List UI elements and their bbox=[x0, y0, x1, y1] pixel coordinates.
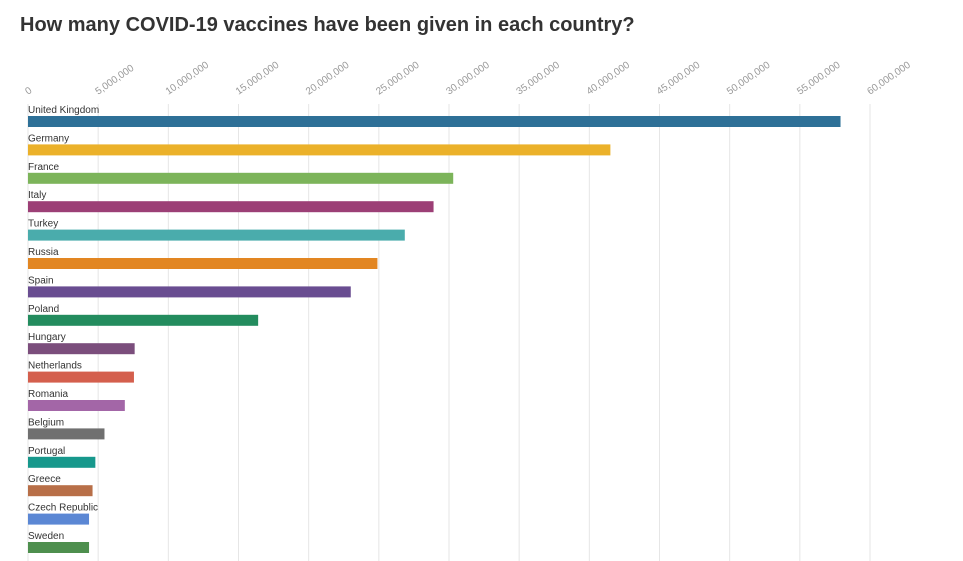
bar[interactable] bbox=[28, 371, 134, 383]
category-label: Romania bbox=[28, 389, 68, 400]
bar[interactable] bbox=[28, 485, 93, 497]
bar[interactable] bbox=[28, 116, 841, 127]
gridlines bbox=[27, 104, 871, 561]
x-tick-label: 55,000,000 bbox=[795, 59, 843, 97]
x-tick-label: 40,000,000 bbox=[585, 59, 633, 97]
category-label: Greece bbox=[28, 474, 61, 485]
x-tick-label: 35,000,000 bbox=[515, 59, 563, 97]
x-tick-label: 0 bbox=[23, 85, 34, 97]
category-labels: United Kingdom Germany France Italy Turkey Ru… bbox=[28, 105, 99, 542]
x-tick-label: 5,000,000 bbox=[94, 63, 137, 98]
x-axis-tick-labels: 0 5,000,000 10,000,000 15,000,000 20,000,000… bbox=[23, 59, 913, 97]
x-tick-label: 50,000,000 bbox=[725, 59, 773, 97]
category-label: France bbox=[28, 162, 60, 173]
x-tick-label: 60,000,000 bbox=[865, 59, 913, 97]
category-label: Sweden bbox=[28, 531, 64, 542]
bar[interactable] bbox=[28, 229, 405, 241]
bar[interactable] bbox=[28, 314, 259, 326]
x-tick-label: 10,000,000 bbox=[164, 59, 212, 97]
bar[interactable] bbox=[28, 542, 90, 553]
category-label: Belgium bbox=[28, 417, 64, 428]
bar[interactable] bbox=[28, 513, 90, 525]
bar[interactable] bbox=[28, 343, 135, 355]
bar[interactable] bbox=[28, 144, 611, 156]
category-label: Netherlands bbox=[28, 361, 82, 372]
category-label: Italy bbox=[28, 190, 46, 201]
category-label: Turkey bbox=[28, 219, 58, 230]
bar[interactable] bbox=[28, 286, 351, 298]
category-label: Czech Republic bbox=[28, 503, 98, 514]
x-tick-label: 45,000,000 bbox=[655, 59, 703, 97]
category-label: United Kingdom bbox=[28, 105, 99, 116]
category-label: Portugal bbox=[28, 446, 65, 457]
category-label: Russia bbox=[28, 247, 59, 258]
bar[interactable] bbox=[28, 172, 454, 184]
bars bbox=[28, 116, 841, 553]
x-tick-label: 30,000,000 bbox=[444, 59, 492, 97]
bar[interactable] bbox=[28, 456, 96, 468]
chart-title: How many COVID-19 vaccines have been giv… bbox=[20, 14, 635, 36]
bar[interactable] bbox=[28, 428, 105, 440]
x-tick-label: 25,000,000 bbox=[374, 59, 422, 97]
category-label: Hungary bbox=[28, 332, 66, 343]
bar[interactable] bbox=[28, 400, 125, 411]
category-label: Germany bbox=[28, 133, 69, 144]
bar[interactable] bbox=[28, 201, 434, 213]
category-label: Poland bbox=[28, 304, 59, 315]
x-tick-label: 20,000,000 bbox=[304, 59, 352, 97]
x-tick-label: 15,000,000 bbox=[234, 59, 282, 97]
category-label: Spain bbox=[28, 275, 54, 286]
bar[interactable] bbox=[28, 258, 378, 269]
